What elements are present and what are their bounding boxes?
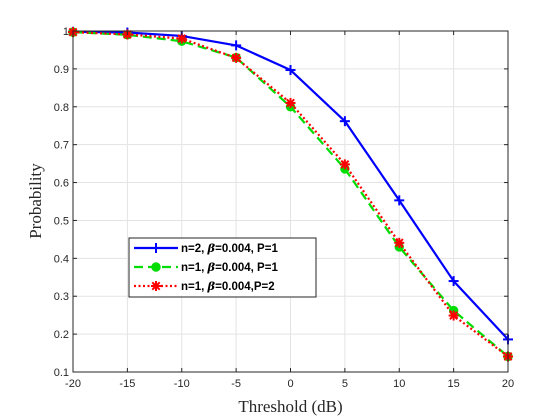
legend-marker xyxy=(151,243,161,253)
legend-label-suffix: =0.004, P=1 xyxy=(215,243,278,255)
x-tick-label: 0 xyxy=(287,378,293,390)
legend-label-symbol: β xyxy=(207,241,216,255)
y-tick-label: 0.5 xyxy=(54,215,69,227)
x-tick-label: -15 xyxy=(119,378,135,390)
legend-label: n=2, β=0.004, P=1 xyxy=(181,241,278,255)
legend-marker xyxy=(151,281,161,291)
x-axis-label: Threshold (dB) xyxy=(238,397,342,416)
y-tick-label: 0.1 xyxy=(54,367,69,379)
legend-label-suffix: =0.004, P=1 xyxy=(215,262,278,274)
y-tick-label: 0.7 xyxy=(54,140,69,152)
legend: n=2, β=0.004, P=1n=1, β=0.004, P=1n=1, β… xyxy=(128,237,317,298)
x-tick-label: 20 xyxy=(502,378,514,390)
tick-group: -20 -15 -10 -5 0 5 10 15 20 0.1 0.2 0.3 0.4 0.5 0.6 0.7… xyxy=(54,26,514,390)
legend-label: n=1, β=0.004,P=2 xyxy=(181,279,275,293)
y-tick-label: 0.9 xyxy=(54,64,69,76)
y-tick-label: 0.4 xyxy=(54,253,69,265)
legend-label-prefix: n=2, xyxy=(181,243,208,255)
x-tick-label: -20 xyxy=(65,378,81,390)
y-tick-label: 0.6 xyxy=(54,178,69,190)
y-tick-label: 0.2 xyxy=(54,329,69,341)
y-tick-label: 1 xyxy=(63,26,69,38)
legend-label-symbol: β xyxy=(207,279,216,293)
x-tick-label: 10 xyxy=(393,378,405,390)
series-1-point xyxy=(339,116,350,127)
series-1-point xyxy=(448,276,459,287)
legend-label: n=1, β=0.004, P=1 xyxy=(181,260,278,274)
series-3-point xyxy=(231,52,242,63)
legend-entry-1: n=2, β=0.004, P=1 xyxy=(134,241,278,255)
series-1-point xyxy=(394,195,405,206)
legend-label-suffix: =0.004,P=2 xyxy=(215,281,274,293)
series-1-point xyxy=(285,65,296,76)
legend-label-prefix: n=1, xyxy=(181,281,208,293)
x-tick-label: 5 xyxy=(342,378,348,390)
series-3-line xyxy=(72,31,509,358)
series-3-point xyxy=(448,310,459,321)
series-3-point xyxy=(176,33,187,44)
y-axis-label: Probability xyxy=(26,163,45,239)
y-tick-label: 0.8 xyxy=(54,102,69,114)
series-1-point xyxy=(231,40,242,51)
series-3-point xyxy=(339,159,350,170)
x-tick-label: 15 xyxy=(448,378,460,390)
x-tick-label: -5 xyxy=(231,378,241,390)
legend-entry-2: n=1, β=0.004, P=1 xyxy=(134,260,278,274)
y-tick-label: 0.3 xyxy=(54,291,69,303)
series-3-point xyxy=(285,97,296,108)
legend-marker xyxy=(151,262,161,272)
x-tick-label: -10 xyxy=(174,378,190,390)
legend-label-symbol: β xyxy=(207,260,216,274)
legend-label-prefix: n=1, xyxy=(181,262,208,274)
series-3-point xyxy=(394,237,405,248)
legend-entry-3: n=1, β=0.004,P=2 xyxy=(134,279,275,293)
